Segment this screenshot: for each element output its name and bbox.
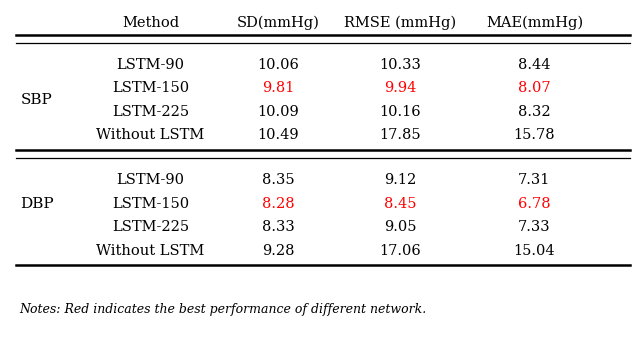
Text: 17.85: 17.85 <box>379 128 421 143</box>
Text: 9.05: 9.05 <box>384 220 416 234</box>
Text: 6.78: 6.78 <box>518 197 550 211</box>
Text: Notes: Red indicates the best performance of different network.: Notes: Red indicates the best performanc… <box>19 303 426 316</box>
Text: LSTM-150: LSTM-150 <box>112 81 189 95</box>
Text: 9.28: 9.28 <box>262 244 294 258</box>
Text: 8.45: 8.45 <box>384 197 416 211</box>
Text: 7.31: 7.31 <box>518 173 550 187</box>
Text: 8.28: 8.28 <box>262 197 294 211</box>
Text: SD(mmHg): SD(mmHg) <box>237 16 320 30</box>
Text: SBP: SBP <box>21 93 53 107</box>
Text: 8.35: 8.35 <box>262 173 294 187</box>
Text: Method: Method <box>122 16 179 30</box>
Text: 8.32: 8.32 <box>518 105 550 119</box>
Text: 10.33: 10.33 <box>379 58 421 72</box>
Text: DBP: DBP <box>20 197 54 211</box>
Text: LSTM-225: LSTM-225 <box>112 105 189 119</box>
Text: 10.16: 10.16 <box>379 105 421 119</box>
Text: MAE(mmHg): MAE(mmHg) <box>486 16 583 30</box>
Text: 10.49: 10.49 <box>257 128 300 143</box>
Text: 8.33: 8.33 <box>262 220 295 234</box>
Text: LSTM-150: LSTM-150 <box>112 197 189 211</box>
Text: 9.81: 9.81 <box>262 81 294 95</box>
Text: 10.09: 10.09 <box>257 105 300 119</box>
Text: Without LSTM: Without LSTM <box>96 244 205 258</box>
Text: LSTM-225: LSTM-225 <box>112 220 189 234</box>
Text: 15.78: 15.78 <box>513 128 556 143</box>
Text: 10.06: 10.06 <box>257 58 300 72</box>
Text: 7.33: 7.33 <box>518 220 550 234</box>
Text: LSTM-90: LSTM-90 <box>116 173 184 187</box>
Text: 9.94: 9.94 <box>384 81 416 95</box>
Text: 8.07: 8.07 <box>518 81 550 95</box>
Text: LSTM-90: LSTM-90 <box>116 58 184 72</box>
Text: RMSE (mmHg): RMSE (mmHg) <box>344 16 456 30</box>
Text: Without LSTM: Without LSTM <box>96 128 205 143</box>
Text: 15.04: 15.04 <box>513 244 556 258</box>
Text: 17.06: 17.06 <box>379 244 421 258</box>
Text: 8.44: 8.44 <box>518 58 550 72</box>
Text: 9.12: 9.12 <box>384 173 416 187</box>
